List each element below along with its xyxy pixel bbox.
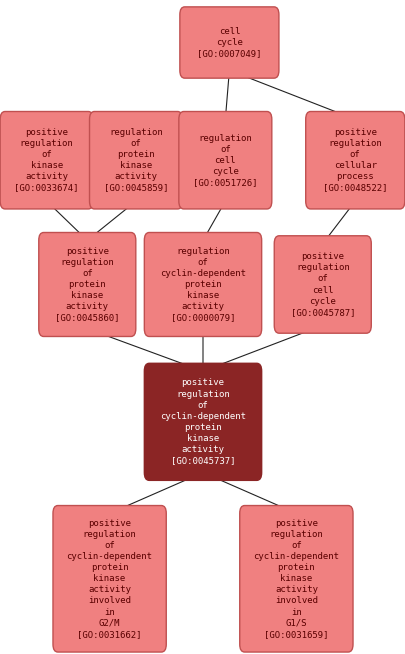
FancyBboxPatch shape (179, 111, 271, 209)
Text: regulation
of
cell
cycle
[GO:0051726]: regulation of cell cycle [GO:0051726] (193, 133, 257, 187)
FancyBboxPatch shape (179, 7, 278, 78)
Text: positive
regulation
of
kinase
activity
[GO:0033674]: positive regulation of kinase activity [… (15, 128, 79, 192)
FancyBboxPatch shape (53, 506, 166, 652)
FancyBboxPatch shape (305, 111, 404, 209)
Text: positive
regulation
of
cell
cycle
[GO:0045787]: positive regulation of cell cycle [GO:00… (290, 252, 354, 317)
FancyBboxPatch shape (274, 236, 370, 334)
Text: regulation
of
protein
kinase
activity
[GO:0045859]: regulation of protein kinase activity [G… (104, 128, 168, 192)
Text: positive
regulation
of
cyclin-dependent
protein
kinase
activity
involved
in
G1/S: positive regulation of cyclin-dependent … (253, 519, 339, 639)
FancyBboxPatch shape (39, 233, 135, 337)
FancyBboxPatch shape (144, 233, 261, 337)
FancyBboxPatch shape (90, 111, 182, 209)
FancyBboxPatch shape (0, 111, 93, 209)
Text: positive
regulation
of
cyclin-dependent
protein
kinase
activity
[GO:0045737]: positive regulation of cyclin-dependent … (160, 379, 245, 465)
FancyBboxPatch shape (239, 506, 352, 652)
Text: positive
regulation
of
protein
kinase
activity
[GO:0045860]: positive regulation of protein kinase ac… (55, 247, 119, 322)
Text: cell
cycle
[GO:0007049]: cell cycle [GO:0007049] (197, 27, 261, 58)
Text: positive
regulation
of
cellular
process
[GO:0048522]: positive regulation of cellular process … (322, 128, 386, 192)
FancyBboxPatch shape (144, 364, 261, 480)
Text: regulation
of
cyclin-dependent
protein
kinase
activity
[GO:0000079]: regulation of cyclin-dependent protein k… (160, 247, 245, 322)
Text: positive
regulation
of
cyclin-dependent
protein
kinase
activity
involved
in
G2/M: positive regulation of cyclin-dependent … (66, 519, 152, 639)
